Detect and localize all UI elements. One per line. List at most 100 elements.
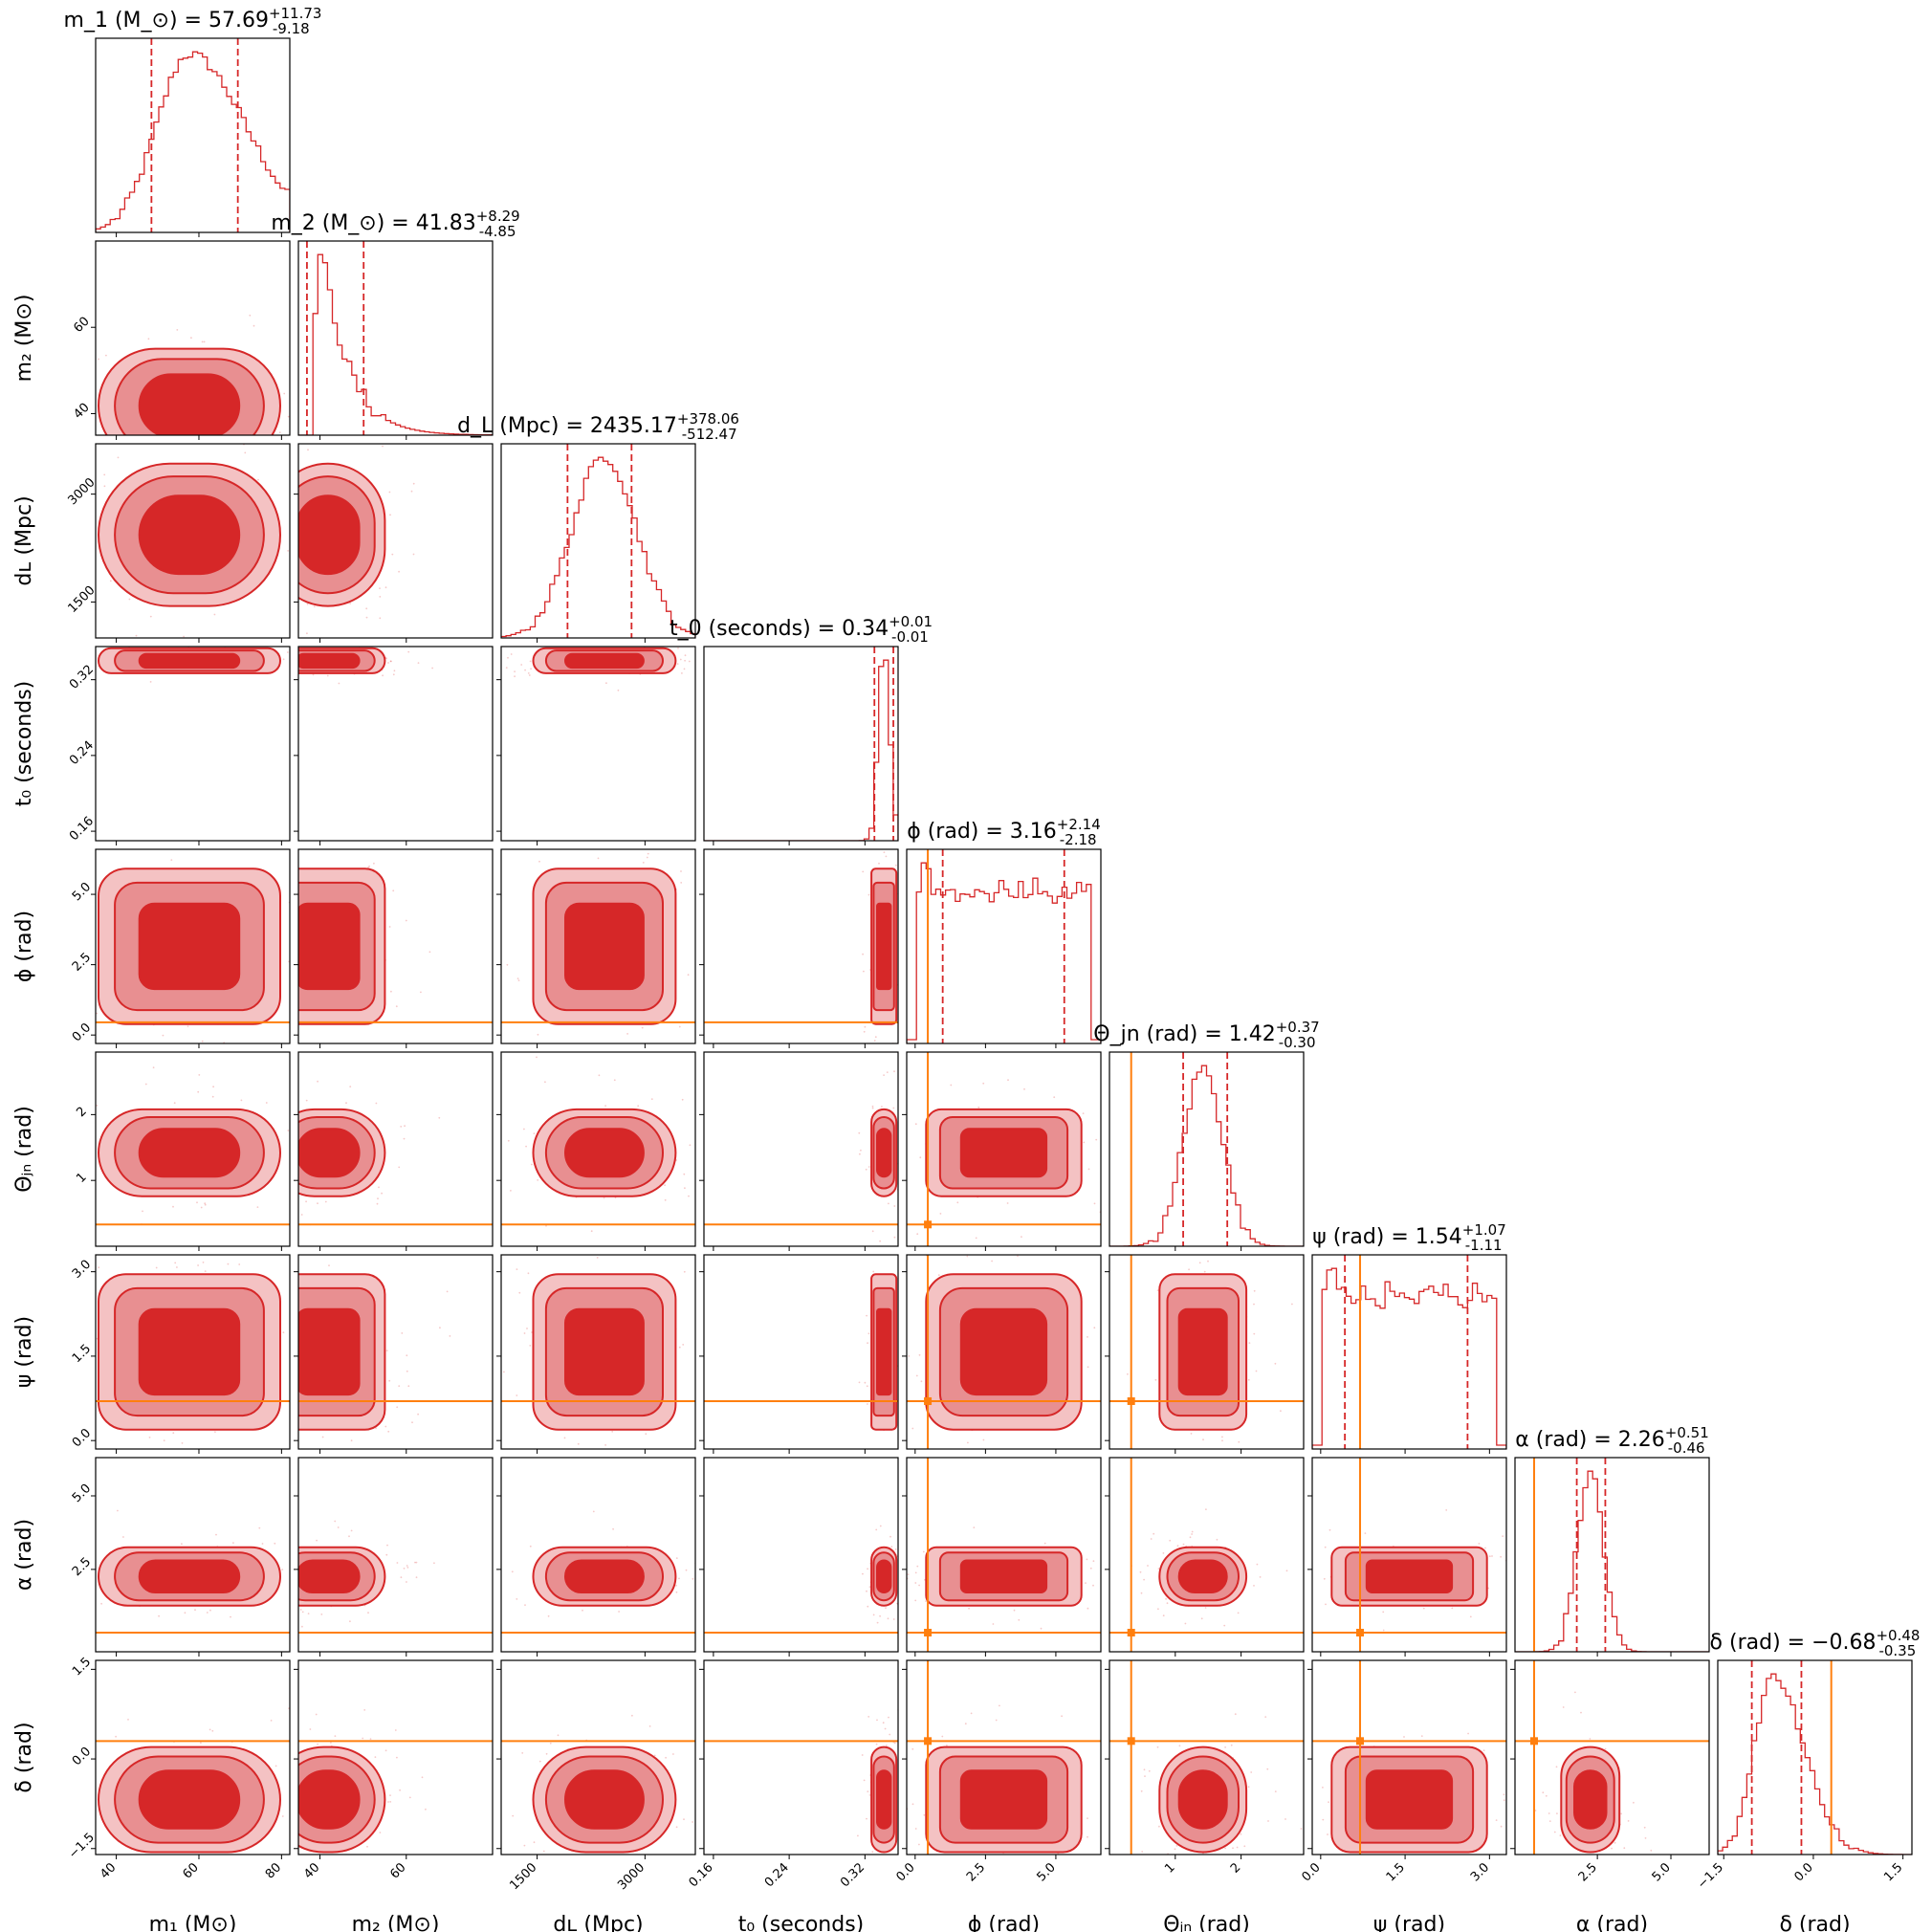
- y-axis-label-thetajn: Θⱼₙ (rad): [12, 1106, 36, 1193]
- histogram-m1: [96, 51, 290, 232]
- x-tick-label: 40: [98, 1860, 119, 1881]
- panel-dL-dL: d_L (Mpc) = 2435.17+378.06 -512.47: [457, 410, 739, 643]
- panel-frame: [1109, 1457, 1305, 1653]
- panel-frame: [500, 1254, 696, 1450]
- contour-1sigma: [1365, 1559, 1454, 1593]
- panel-frame: [297, 443, 494, 639]
- panel-psi-psi: ψ (rad) = 1.54+1.07 -1.11: [1311, 1221, 1507, 1454]
- histogram-delta: [1718, 1673, 1912, 1855]
- x-tick-label: 3000: [615, 1860, 648, 1893]
- histogram-alpha: [1515, 1470, 1709, 1652]
- panel-frame: [297, 1457, 494, 1653]
- x-tick-label: −1.5: [1695, 1860, 1726, 1892]
- contour-1sigma: [138, 1559, 241, 1593]
- panel-m1-alpha: 2.5 5.0: [70, 1457, 291, 1657]
- y-tick-label: 3.0: [70, 1258, 94, 1282]
- contour-1sigma: [138, 494, 241, 576]
- y-tick-label: 1.5: [70, 1342, 94, 1366]
- contour-1sigma: [298, 1559, 361, 1593]
- y-tick-label: 0.32: [67, 663, 97, 692]
- panel-frame: [297, 1051, 494, 1247]
- panel-t0-t0: t_0 (seconds) = 0.34+0.01 -0.01: [670, 613, 933, 845]
- panel-frame: [95, 443, 291, 639]
- x-tick-label: 60: [387, 1860, 408, 1881]
- injection-marker: [1356, 1737, 1365, 1745]
- x-tick-label: 0.0: [1299, 1860, 1323, 1884]
- panel-frame: [500, 848, 696, 1044]
- x-axis-label-m2: m₂ (M⊙): [352, 1913, 440, 1932]
- histogram-t0: [704, 659, 898, 841]
- x-tick-label: 0.24: [762, 1860, 792, 1890]
- y-tick-label: 0.0: [70, 1021, 94, 1044]
- y-tick-label: 1.5: [70, 1655, 94, 1679]
- x-tick-label: 2.5: [1576, 1860, 1600, 1884]
- histogram-m2: [298, 253, 493, 435]
- panel-alpha-delta: 2.5 5.0: [1510, 1659, 1710, 1884]
- panel-m2-t0: [294, 646, 494, 845]
- contour-1sigma: [1177, 1307, 1228, 1396]
- y-axis-label-dL: dʟ (Mpc): [12, 495, 36, 585]
- x-tick-label: 40: [301, 1860, 322, 1881]
- x-axis-label-thetajn: Θⱼₙ (rad): [1163, 1913, 1250, 1932]
- injection-marker: [1127, 1737, 1135, 1745]
- x-tick-label: 5.0: [1650, 1860, 1674, 1884]
- panel-title-thetajn: Θ_jn (rad) = 1.42+0.37 -0.30: [1093, 1019, 1319, 1051]
- panel-frame: [297, 1254, 494, 1450]
- panel-frame: [906, 1659, 1102, 1855]
- panel-t0-thetajn: [699, 1051, 899, 1251]
- contour-1sigma: [138, 1128, 241, 1178]
- contour-1sigma: [298, 494, 361, 576]
- panel-frame: [297, 646, 494, 842]
- panel-frame: [703, 646, 899, 842]
- panel-psi-alpha: [1307, 1457, 1507, 1657]
- panel-frame: [95, 646, 291, 842]
- panel-frame: [500, 646, 696, 842]
- panel-delta-delta: δ (rad) = −0.68+0.48 -0.35 −1.5 0.0 1.5: [1695, 1627, 1920, 1892]
- panel-frame: [95, 1051, 291, 1247]
- panel-m1-phi: 0.0 2.5 5.0: [70, 848, 291, 1048]
- panel-frame: [1514, 1659, 1710, 1855]
- panel-frame: [297, 848, 494, 1044]
- x-axis-label-t0: t₀ (seconds): [738, 1913, 865, 1932]
- panel-phi-alpha: [902, 1457, 1102, 1657]
- panel-m1-psi: 0.0 1.5 3.0: [70, 1254, 291, 1454]
- contour-1sigma: [959, 1307, 1048, 1396]
- panel-frame: [500, 443, 696, 639]
- panel-frame: [703, 1659, 899, 1855]
- injection-marker: [924, 1629, 933, 1637]
- panel-title-alpha: α (rad) = 2.26+0.51 -0.46: [1515, 1424, 1709, 1457]
- panel-frame: [906, 1051, 1102, 1247]
- panel-thetajn-psi: [1105, 1254, 1305, 1454]
- x-axis-label-delta: δ (rad): [1779, 1913, 1850, 1932]
- contour-1sigma: [564, 1769, 645, 1830]
- x-tick-label: 2: [1228, 1860, 1243, 1876]
- x-tick-label: 0.16: [687, 1860, 716, 1890]
- panel-title-m2: m_2 (M_⊙) = 41.83+8.29 -4.85: [271, 208, 519, 240]
- panel-frame: [703, 1051, 899, 1247]
- panel-dL-psi: [496, 1254, 696, 1454]
- panel-frame: [906, 1457, 1102, 1653]
- y-tick-label: 1500: [66, 583, 99, 616]
- y-tick-label: 2.5: [70, 951, 94, 975]
- y-tick-label: −1.5: [66, 1831, 98, 1862]
- x-tick-label: 1.5: [1881, 1860, 1905, 1884]
- panel-title-m1: m_1 (M_⊙) = 57.69+11.73 -9.18: [64, 5, 322, 37]
- y-tick-label: 5.0: [70, 1482, 94, 1505]
- y-tick-label: 0.16: [67, 814, 97, 844]
- contour-1sigma: [138, 1769, 241, 1830]
- panel-dL-phi: [496, 848, 696, 1048]
- contour-1sigma: [298, 1128, 361, 1178]
- panel-title-delta: δ (rad) = −0.68+0.48 -0.35: [1710, 1627, 1921, 1659]
- contour-1sigma: [564, 1128, 645, 1178]
- panel-m2-phi: [294, 848, 494, 1048]
- histogram-psi: [1312, 1267, 1506, 1449]
- contour-1sigma: [564, 1307, 645, 1396]
- panel-frame: [297, 1659, 494, 1855]
- contour-1sigma: [564, 902, 645, 991]
- contour-1sigma: [1177, 1769, 1228, 1830]
- panel-dL-t0: [496, 646, 696, 845]
- histogram-dL: [501, 456, 695, 638]
- contour-1sigma: [298, 902, 361, 991]
